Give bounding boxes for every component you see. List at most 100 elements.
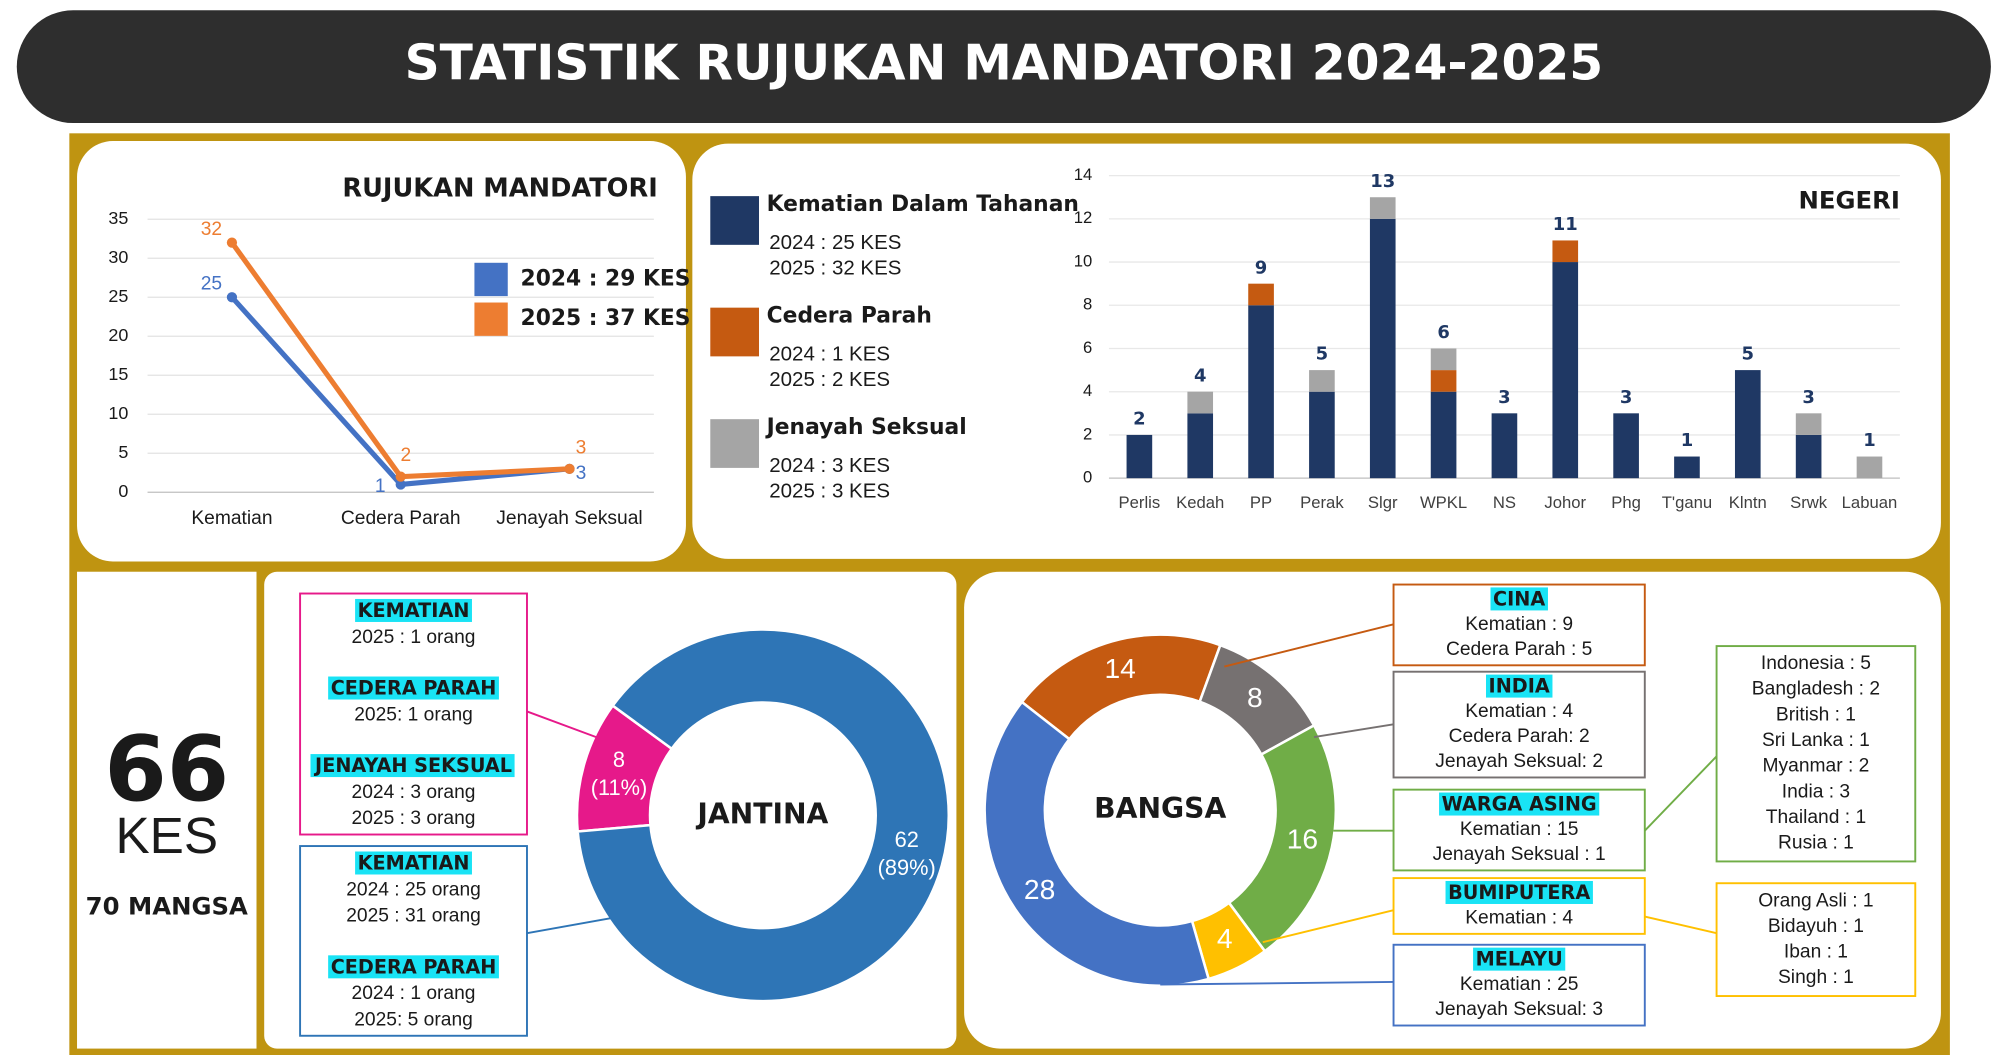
note-line: Kematian : 15 [1460,819,1579,840]
heading-highlight [328,676,499,700]
total-label: 13 [1370,171,1395,192]
note-line: 2024 : 1 orang [352,983,476,1004]
note-box: MELAYU Kematian : 25 Jenayah Seksual: 3 [1392,943,1646,1027]
heading-highlight [355,598,472,622]
breakdown-line: Singh : 1 [1778,967,1854,988]
slice-label: 8 [1247,681,1263,713]
y-tick-label: 25 [108,286,128,306]
connector [1224,623,1394,668]
note-heading: CINA [1493,587,1545,610]
heading-highlight [310,754,515,778]
legend-detail: 2025 : 2 KES [769,368,890,391]
breakdown-line: Bangladesh : 2 [1752,679,1880,700]
data-label: 2 [400,445,411,466]
x-tick-label: NS [1493,493,1516,512]
note-box: WARGA ASING Kematian : 15 Jenayah Seksual … [1392,788,1646,872]
breakdown-line: British : 1 [1776,704,1856,725]
point [226,237,238,248]
y-tick-label: 6 [1083,338,1092,357]
slice-label: 16 [1287,823,1318,855]
x-tick-label: Kedah [1176,493,1224,512]
heading-highlight [1473,947,1566,971]
note-line: 2025 : 31 orang [346,906,481,927]
data-label: 32 [201,219,222,240]
total-label: 3 [1498,387,1510,408]
x-tick-label: PP [1250,493,1272,512]
page-title: STATISTIK RUJUKAN MANDATORI 2024-2025 [405,36,1604,92]
point [226,292,238,303]
connector [1313,723,1394,739]
slice-label: 62 [895,827,919,852]
x-tick-label: Johor [1544,493,1586,512]
connector [1644,915,1717,935]
bar-segment [1430,348,1457,371]
point [564,463,575,474]
bar-segment [1734,370,1761,479]
x-tick-label: Jenayah Seksual [496,508,642,529]
note-line: 2025 : 1 orang [352,627,476,648]
slice-label: 4 [1217,922,1233,954]
note-line: 2024 : 25 orang [346,879,481,900]
victims: 70 MANGSA [86,892,248,921]
note-heading: CEDERA PARAH [331,955,497,978]
donut-title: BANGSA [1094,792,1226,825]
y-tick-label: 20 [108,325,128,345]
y-tick-label: 0 [118,481,128,501]
bar-segment [1248,305,1274,479]
y-tick-label: 10 [1074,251,1093,270]
bar-segment [1674,456,1700,479]
breakdown-line: Rusia : 1 [1778,833,1854,854]
note-line: 2025: 5 orang [354,1009,473,1030]
note-border [299,845,528,1037]
total-label: 5 [1316,344,1328,365]
legend-detail: 2024 : 1 KES [769,343,890,366]
y-tick-label: 8 [1083,295,1092,314]
heading-highlight [355,851,472,875]
note-heading: MELAYU [1476,948,1563,971]
donut-slice [983,700,1211,987]
note-line: Jenayah Seksual: 3 [1435,999,1603,1020]
chart-title: NEGERI [1798,185,1899,214]
note-line: 2025 : 3 orang [352,808,476,829]
note-box: KEMATIAN 2025 : 1 orang CEDERA PARAH 2025: … [299,592,528,836]
note-line: Kematian : 4 [1465,701,1573,722]
legend-label: 2024 : 29 KES [521,266,691,291]
line-panel [77,141,686,562]
x-tick-label: Cedera Parah [341,508,461,529]
legend-label: 2025 : 37 KES [521,306,691,331]
connector [1644,755,1718,832]
bar-segment [1369,197,1396,219]
bar-segment [1552,240,1579,263]
legend-swatch [710,307,760,357]
breakdown-line: Indonesia : 5 [1761,653,1871,674]
breakdown-box: Orang Asli : 1 Bidayuh : 1 Iban : 1 Singh :… [1715,882,1917,997]
x-tick-label: Klntn [1729,493,1767,512]
x-tick-label: Slgr [1368,493,1398,512]
total-label: 3 [1802,387,1814,408]
note-heading: KEMATIAN [358,851,470,874]
x-tick-label: Kematian [191,508,272,529]
donut-title: JANTINA [695,797,828,830]
legend-detail: 2025 : 32 KES [769,257,901,280]
note-line: Kematian : 4 [1465,908,1573,929]
breakdown-line: Orang Asli : 1 [1758,890,1873,911]
point [395,471,406,482]
note-heading: KEMATIAN [358,599,470,622]
total-label: 9 [1255,257,1267,278]
note-box: CINA Kematian : 9 Cedera Parah : 5 [1392,583,1646,667]
breakdown-line: India : 3 [1782,781,1850,802]
legend-swatch [474,262,508,297]
total-cases: 66 [104,718,229,822]
note-heading: WARGA ASING [1442,793,1597,816]
note-line: 2025: 1 orang [354,704,473,725]
total-label: 11 [1553,214,1578,235]
connector [1160,980,1394,986]
chart-title: RUJUKAN MANDATORI [342,174,657,204]
data-label: 1 [375,476,386,497]
slice-percent: (11%) [591,775,647,800]
note-border [299,592,528,836]
heading-highlight [1490,587,1548,611]
slice-label: 14 [1104,652,1135,684]
breakdown-border [1715,882,1917,997]
